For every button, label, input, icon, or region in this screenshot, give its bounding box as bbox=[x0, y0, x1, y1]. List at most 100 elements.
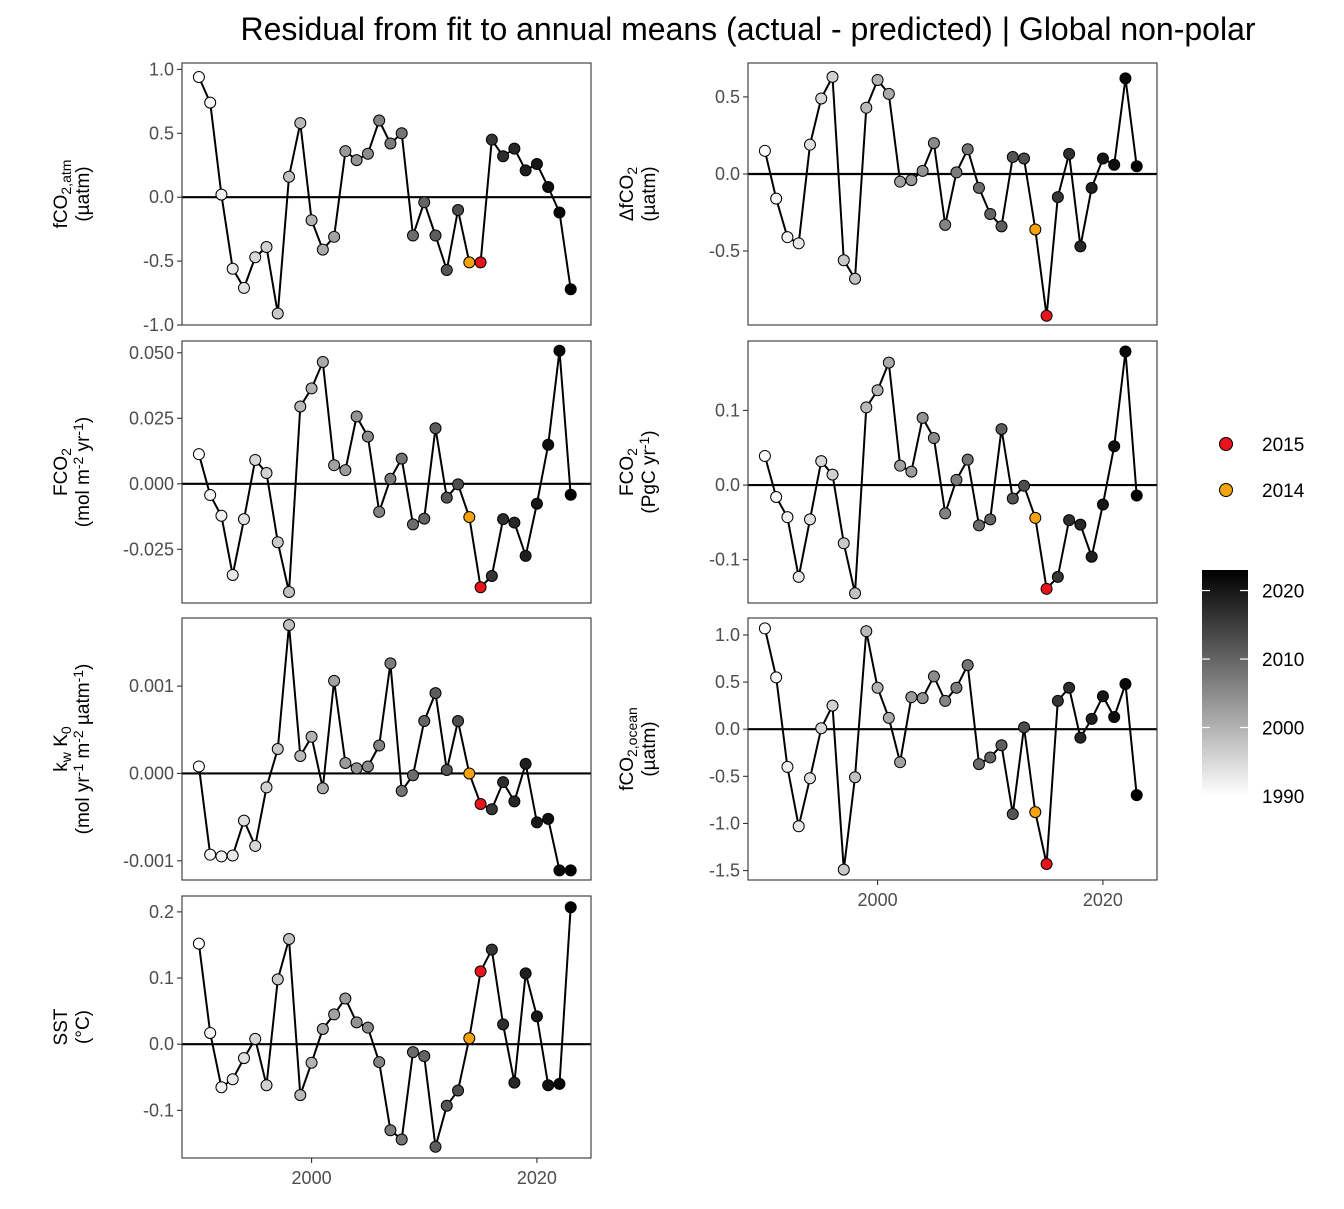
data-point-1994 bbox=[237, 281, 250, 294]
data-point-2006 bbox=[373, 505, 386, 518]
data-point-2003 bbox=[905, 691, 918, 704]
data-point-1990 bbox=[758, 144, 771, 157]
data-point-2012 bbox=[440, 763, 453, 776]
data-point-2008 bbox=[395, 784, 408, 797]
data-point-2020 bbox=[530, 816, 543, 829]
data-point-1991 bbox=[770, 491, 783, 504]
data-point-2007 bbox=[384, 657, 397, 670]
panel-background bbox=[182, 618, 591, 880]
data-point-2008 bbox=[961, 143, 974, 156]
data-point-1999 bbox=[294, 1089, 307, 1102]
colorbar-tick-label: 1990 bbox=[1262, 787, 1304, 808]
data-point-2019 bbox=[519, 549, 532, 562]
data-point-2016 bbox=[1051, 191, 1064, 204]
data-point-2014 bbox=[463, 511, 476, 524]
y-axis-label: FCO2(mol m-2 yr-1) bbox=[51, 417, 94, 527]
data-point-1994 bbox=[803, 138, 816, 151]
data-point-1995 bbox=[249, 453, 262, 466]
legend-key-2015 bbox=[1219, 437, 1233, 451]
data-point-2014 bbox=[463, 767, 476, 780]
data-point-2006 bbox=[373, 114, 386, 127]
data-point-1996 bbox=[826, 468, 839, 481]
data-point-2023 bbox=[564, 283, 577, 296]
data-point-2007 bbox=[950, 681, 963, 694]
data-point-2001 bbox=[882, 711, 895, 724]
data-point-2020 bbox=[530, 1010, 543, 1023]
data-point-1990 bbox=[758, 449, 771, 462]
data-point-2023 bbox=[564, 901, 577, 914]
colorbar-ticks: 2020 2010 2000 1990 bbox=[1202, 582, 1304, 808]
data-point-1997 bbox=[271, 973, 284, 986]
data-point-2021 bbox=[1108, 158, 1121, 171]
data-point-2007 bbox=[384, 472, 397, 485]
data-point-2016 bbox=[485, 943, 498, 956]
data-point-2021 bbox=[1108, 440, 1121, 453]
data-point-2006 bbox=[939, 507, 952, 520]
data-point-2022 bbox=[1119, 345, 1132, 358]
data-point-1992 bbox=[781, 511, 794, 524]
data-point-1996 bbox=[826, 699, 839, 712]
y-tick-label: 0.000 bbox=[129, 763, 174, 783]
data-point-2000 bbox=[305, 382, 318, 395]
data-point-2012 bbox=[440, 491, 453, 504]
data-point-2008 bbox=[961, 453, 974, 466]
data-point-2008 bbox=[961, 659, 974, 672]
x-tick-label: 2000 bbox=[858, 890, 898, 910]
figure-title: Residual from fit to annual means (actua… bbox=[240, 11, 1255, 47]
data-point-2011 bbox=[429, 1140, 442, 1153]
data-point-1998 bbox=[849, 587, 862, 600]
y-tick-label: 0.001 bbox=[129, 676, 174, 696]
data-point-2002 bbox=[328, 459, 341, 472]
series-line bbox=[763, 73, 1138, 316]
data-point-1992 bbox=[215, 850, 228, 863]
data-point-2017 bbox=[497, 513, 510, 526]
colorbar-tick-label: 2000 bbox=[1262, 719, 1304, 740]
data-point-1998 bbox=[849, 272, 862, 285]
data-point-2006 bbox=[373, 1056, 386, 1069]
y-tick-label: 0.2 bbox=[149, 902, 174, 922]
data-point-2021 bbox=[542, 1079, 555, 1092]
panel-kwk0: 0.001 0.000 -0.001 kw K0(mol yr-1 m-2 µatm-… bbox=[51, 617, 592, 881]
data-point-2017 bbox=[497, 150, 510, 163]
data-point-2012 bbox=[1006, 151, 1019, 164]
data-point-1993 bbox=[792, 820, 805, 833]
data-point-2017 bbox=[1063, 147, 1076, 160]
data-point-1996 bbox=[260, 1079, 273, 1092]
data-point-1997 bbox=[837, 863, 850, 876]
data-point-2020 bbox=[530, 497, 543, 510]
data-point-2019 bbox=[1085, 712, 1098, 725]
data-point-2001 bbox=[316, 782, 329, 795]
data-point-1995 bbox=[249, 251, 262, 264]
panels: 1.0 0.5 0.0 -0.5 -1.0 fCO2,atm(µatm) 0.5 0.0 -0.… bbox=[51, 59, 1158, 1188]
data-point-2003 bbox=[339, 992, 352, 1005]
colorbar-tick-label: 2010 bbox=[1262, 650, 1304, 671]
data-point-2000 bbox=[305, 730, 318, 743]
data-point-2004 bbox=[350, 1016, 363, 1029]
y-axis-label: SST(°C) bbox=[51, 1008, 94, 1045]
y-axis-label: FCO2(PgC yr-1) bbox=[617, 430, 660, 513]
data-point-2007 bbox=[384, 1124, 397, 1137]
data-point-1994 bbox=[237, 814, 250, 827]
legend-label-2015: 2015 bbox=[1262, 435, 1304, 456]
panel-dfco2: 0.5 0.0 -0.5 ΔfCO2(µatm) bbox=[617, 62, 1158, 326]
data-point-1991 bbox=[204, 489, 217, 502]
data-point-2022 bbox=[553, 864, 566, 877]
data-point-2010 bbox=[984, 751, 997, 764]
y-tick-label: -1.0 bbox=[143, 315, 174, 335]
data-point-2004 bbox=[916, 164, 929, 177]
data-point-2014 bbox=[1029, 511, 1042, 524]
legend-key-2014 bbox=[1219, 483, 1233, 497]
y-tick-label: 0.1 bbox=[715, 400, 740, 420]
data-point-1998 bbox=[283, 170, 296, 183]
data-point-2010 bbox=[418, 1050, 431, 1063]
y-axis-label: ΔfCO2(µatm) bbox=[617, 166, 660, 221]
data-point-1996 bbox=[260, 467, 273, 480]
data-point-2013 bbox=[452, 1084, 465, 1097]
data-point-2006 bbox=[939, 218, 952, 231]
data-point-1992 bbox=[215, 1081, 228, 1094]
panel-border bbox=[747, 340, 1158, 604]
data-point-2001 bbox=[316, 355, 329, 368]
y-tick-label: 0.5 bbox=[715, 672, 740, 692]
legend: 2015 2014 2020 2010 2000 1990 bbox=[1202, 435, 1305, 808]
data-point-2023 bbox=[1130, 160, 1143, 173]
